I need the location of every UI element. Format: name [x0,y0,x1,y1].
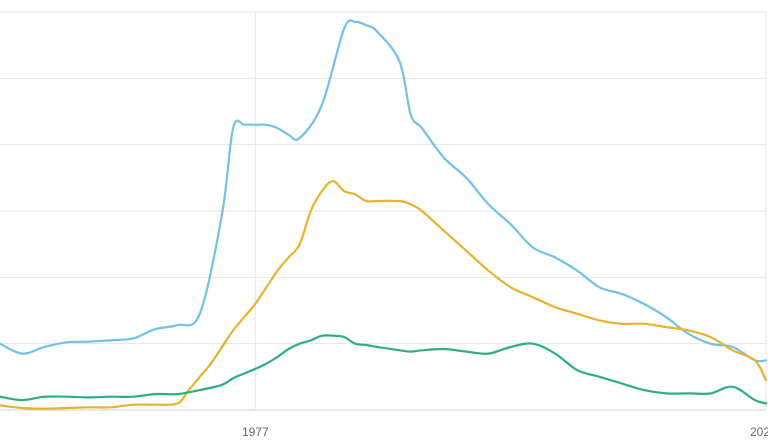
series-line-3 [0,334,768,405]
x-tick-label: 2023 [750,425,768,439]
gridlines [0,11,767,411]
x-axis: 1977 2023 [242,425,768,439]
series-line-2 [0,180,768,410]
series-lines [0,19,768,410]
x-tick-label: 1977 [242,425,269,439]
series-line-1 [0,19,768,363]
